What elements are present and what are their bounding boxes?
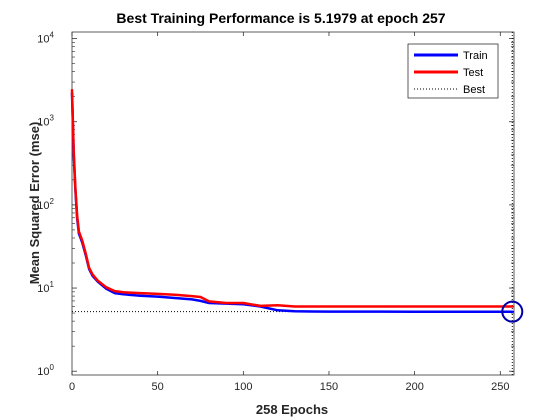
y-tick-label: 103 <box>37 114 54 129</box>
best-marker-layer <box>501 300 524 323</box>
chart-title: Best Training Performance is 5.1979 at e… <box>116 10 445 26</box>
x-tick-labels: 0 50 100 150 200 250 <box>69 381 510 393</box>
best-point-marker <box>501 300 524 323</box>
series-lines <box>70 88 514 313</box>
legend-label-train: Train <box>463 50 488 62</box>
x-axis-label: 258 Epochs <box>256 402 328 417</box>
x-tick-label: 200 <box>405 381 423 393</box>
x-tick-label: 250 <box>491 381 509 393</box>
y-tick-label: 104 <box>37 31 54 46</box>
best-lines <box>72 32 514 375</box>
y-axis-label: Mean Squared Error (mse) <box>27 122 42 285</box>
legend-label-best: Best <box>463 84 485 96</box>
x-tick-label: 150 <box>320 381 338 393</box>
y-tick-labels: 100 101 102 103 104 <box>37 31 54 379</box>
series-line-test <box>70 88 514 308</box>
x-tick-label: 0 <box>69 381 75 393</box>
y-tick-label: 101 <box>37 280 54 295</box>
x-tick-label: 100 <box>234 381 252 393</box>
legend: Train Test Best <box>407 43 499 99</box>
y-tick-label: 100 <box>37 363 54 378</box>
x-tick-label: 50 <box>152 381 164 393</box>
legend-label-test: Test <box>463 67 483 79</box>
y-tick-label: 102 <box>37 197 54 212</box>
